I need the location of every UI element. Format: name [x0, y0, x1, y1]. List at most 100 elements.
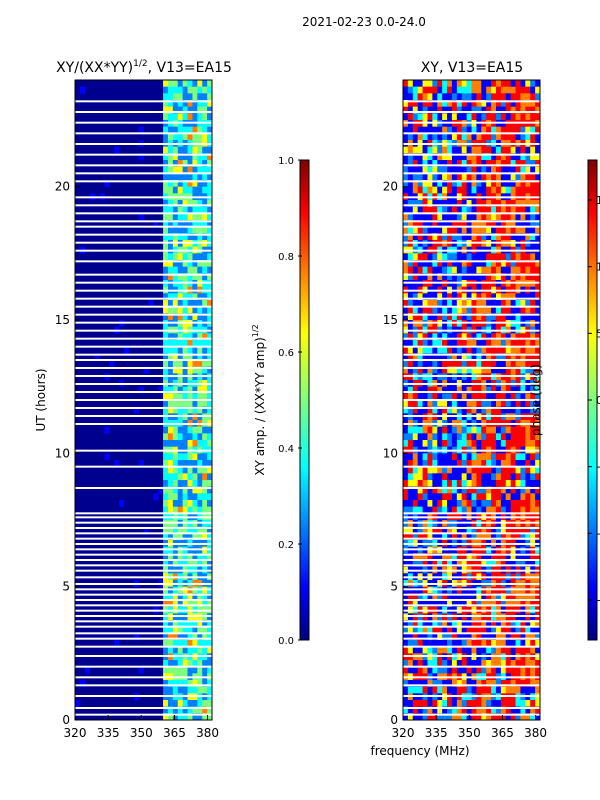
right-heat-cell	[432, 473, 438, 481]
right-heat-cell	[495, 493, 502, 501]
right-heat-cell	[432, 146, 438, 154]
right-heat-cell	[520, 633, 526, 641]
left-heat-cell	[167, 646, 174, 654]
right-heat-cell	[432, 366, 438, 374]
right-heat-cell	[505, 233, 511, 241]
left-heat-cell	[177, 640, 183, 647]
left-heat-cell	[177, 480, 183, 487]
right-heat-cell	[417, 440, 423, 447]
left-heat-cell	[202, 273, 208, 281]
left-heat-cell	[202, 340, 208, 347]
left-heat-cell	[182, 260, 188, 267]
right-heat-cell	[432, 200, 438, 207]
right-heat-cell	[403, 86, 409, 94]
right-heat-cell	[495, 260, 502, 267]
right-heat-cell	[432, 620, 438, 627]
left-heat-cell	[202, 226, 208, 234]
right-heat-cell	[407, 293, 414, 301]
left-heat-cell	[182, 480, 188, 487]
right-heat-cell	[530, 500, 536, 507]
left-heat-cell	[202, 633, 208, 641]
right-heat-cell	[466, 253, 472, 261]
right-heat-cell	[476, 113, 482, 121]
right-heat-cell	[461, 600, 467, 607]
right-heat-cell	[515, 680, 521, 687]
right-heat-cell	[451, 646, 458, 654]
right-heat-cell	[427, 353, 433, 361]
right-heat-cell	[466, 366, 472, 374]
right-heat-cell	[481, 640, 487, 647]
right-gap-stripe	[403, 465, 540, 468]
right-heat-cell	[432, 86, 438, 94]
right-heat-cell	[432, 593, 438, 601]
left-heat-cell	[104, 180, 110, 187]
right-heat-cell	[505, 453, 511, 461]
right-gap-stripe	[403, 632, 540, 635]
right-heat-cell	[412, 493, 418, 501]
right-heat-cell	[476, 93, 482, 101]
right-heat-cell	[500, 206, 507, 214]
right-gap-stripe	[403, 415, 540, 417]
right-heat-cell	[437, 506, 443, 514]
left-gap-stripe	[75, 615, 212, 617]
right-heat-cell	[407, 300, 414, 307]
left-title-sup: 1/2	[133, 59, 147, 69]
right-heat-cell	[451, 453, 458, 461]
left-heat-cell	[207, 433, 213, 441]
right-heat-cell	[535, 180, 541, 187]
right-heat-cell	[530, 686, 536, 694]
left-heat-cell	[172, 386, 179, 394]
left-heat-cell	[207, 713, 213, 721]
right-heat-cell	[491, 460, 497, 467]
left-heat-cell	[192, 626, 198, 634]
right-heat-cell	[417, 433, 423, 441]
right-heat-cell	[486, 133, 492, 141]
left-heat-cell	[192, 593, 198, 601]
left-heat-cell	[182, 200, 188, 207]
right-heat-cell	[515, 433, 521, 441]
right-heat-cell	[520, 460, 526, 467]
right-heat-cell	[461, 680, 467, 687]
right-heat-cell	[535, 393, 541, 401]
right-gap-stripe	[403, 588, 540, 591]
right-heat-cell	[427, 133, 433, 141]
right-heat-cell	[495, 553, 502, 561]
left-heat-cell	[172, 500, 179, 507]
left-heat-cell	[192, 173, 198, 181]
left-xtick-label: 335	[97, 726, 120, 740]
right-heat-cell	[491, 293, 497, 301]
right-heat-cell	[417, 466, 423, 474]
right-heat-cell	[427, 213, 433, 221]
right-heat-cell	[500, 626, 507, 634]
right-heat-cell	[442, 600, 448, 607]
left-heat-cell	[192, 426, 198, 434]
right-heat-cell	[520, 333, 526, 341]
right-heat-cell	[515, 453, 521, 461]
left-heat-cell	[182, 486, 188, 494]
left-heat-cell	[172, 306, 179, 314]
right-heat-cell	[422, 533, 428, 541]
right-heat-cell	[422, 180, 428, 187]
right-heat-cell	[447, 386, 453, 394]
right-heat-cell	[535, 346, 541, 354]
right-heat-cell	[500, 533, 507, 541]
left-heat-cell	[177, 526, 183, 534]
left-heat-cell	[138, 460, 144, 467]
left-heat-cell	[163, 233, 169, 241]
right-heat-cell	[427, 400, 433, 407]
right-heat-cell	[476, 146, 482, 154]
right-heat-cell	[442, 700, 448, 707]
right-heat-cell	[447, 626, 453, 634]
right-heat-cell	[456, 426, 463, 434]
right-xtick-label: 335	[425, 726, 448, 740]
right-heat-cell	[451, 426, 458, 434]
left-heat-cell	[197, 93, 203, 101]
right-heat-cell	[461, 593, 467, 601]
left-heat-cell	[177, 433, 183, 441]
right-heat-cell	[456, 166, 463, 174]
left-heat-cell	[207, 440, 213, 447]
left-heat-cell	[177, 166, 183, 174]
right-heat-cell	[447, 353, 453, 361]
right-heat-cell	[520, 706, 526, 714]
right-heat-cell	[451, 106, 458, 114]
